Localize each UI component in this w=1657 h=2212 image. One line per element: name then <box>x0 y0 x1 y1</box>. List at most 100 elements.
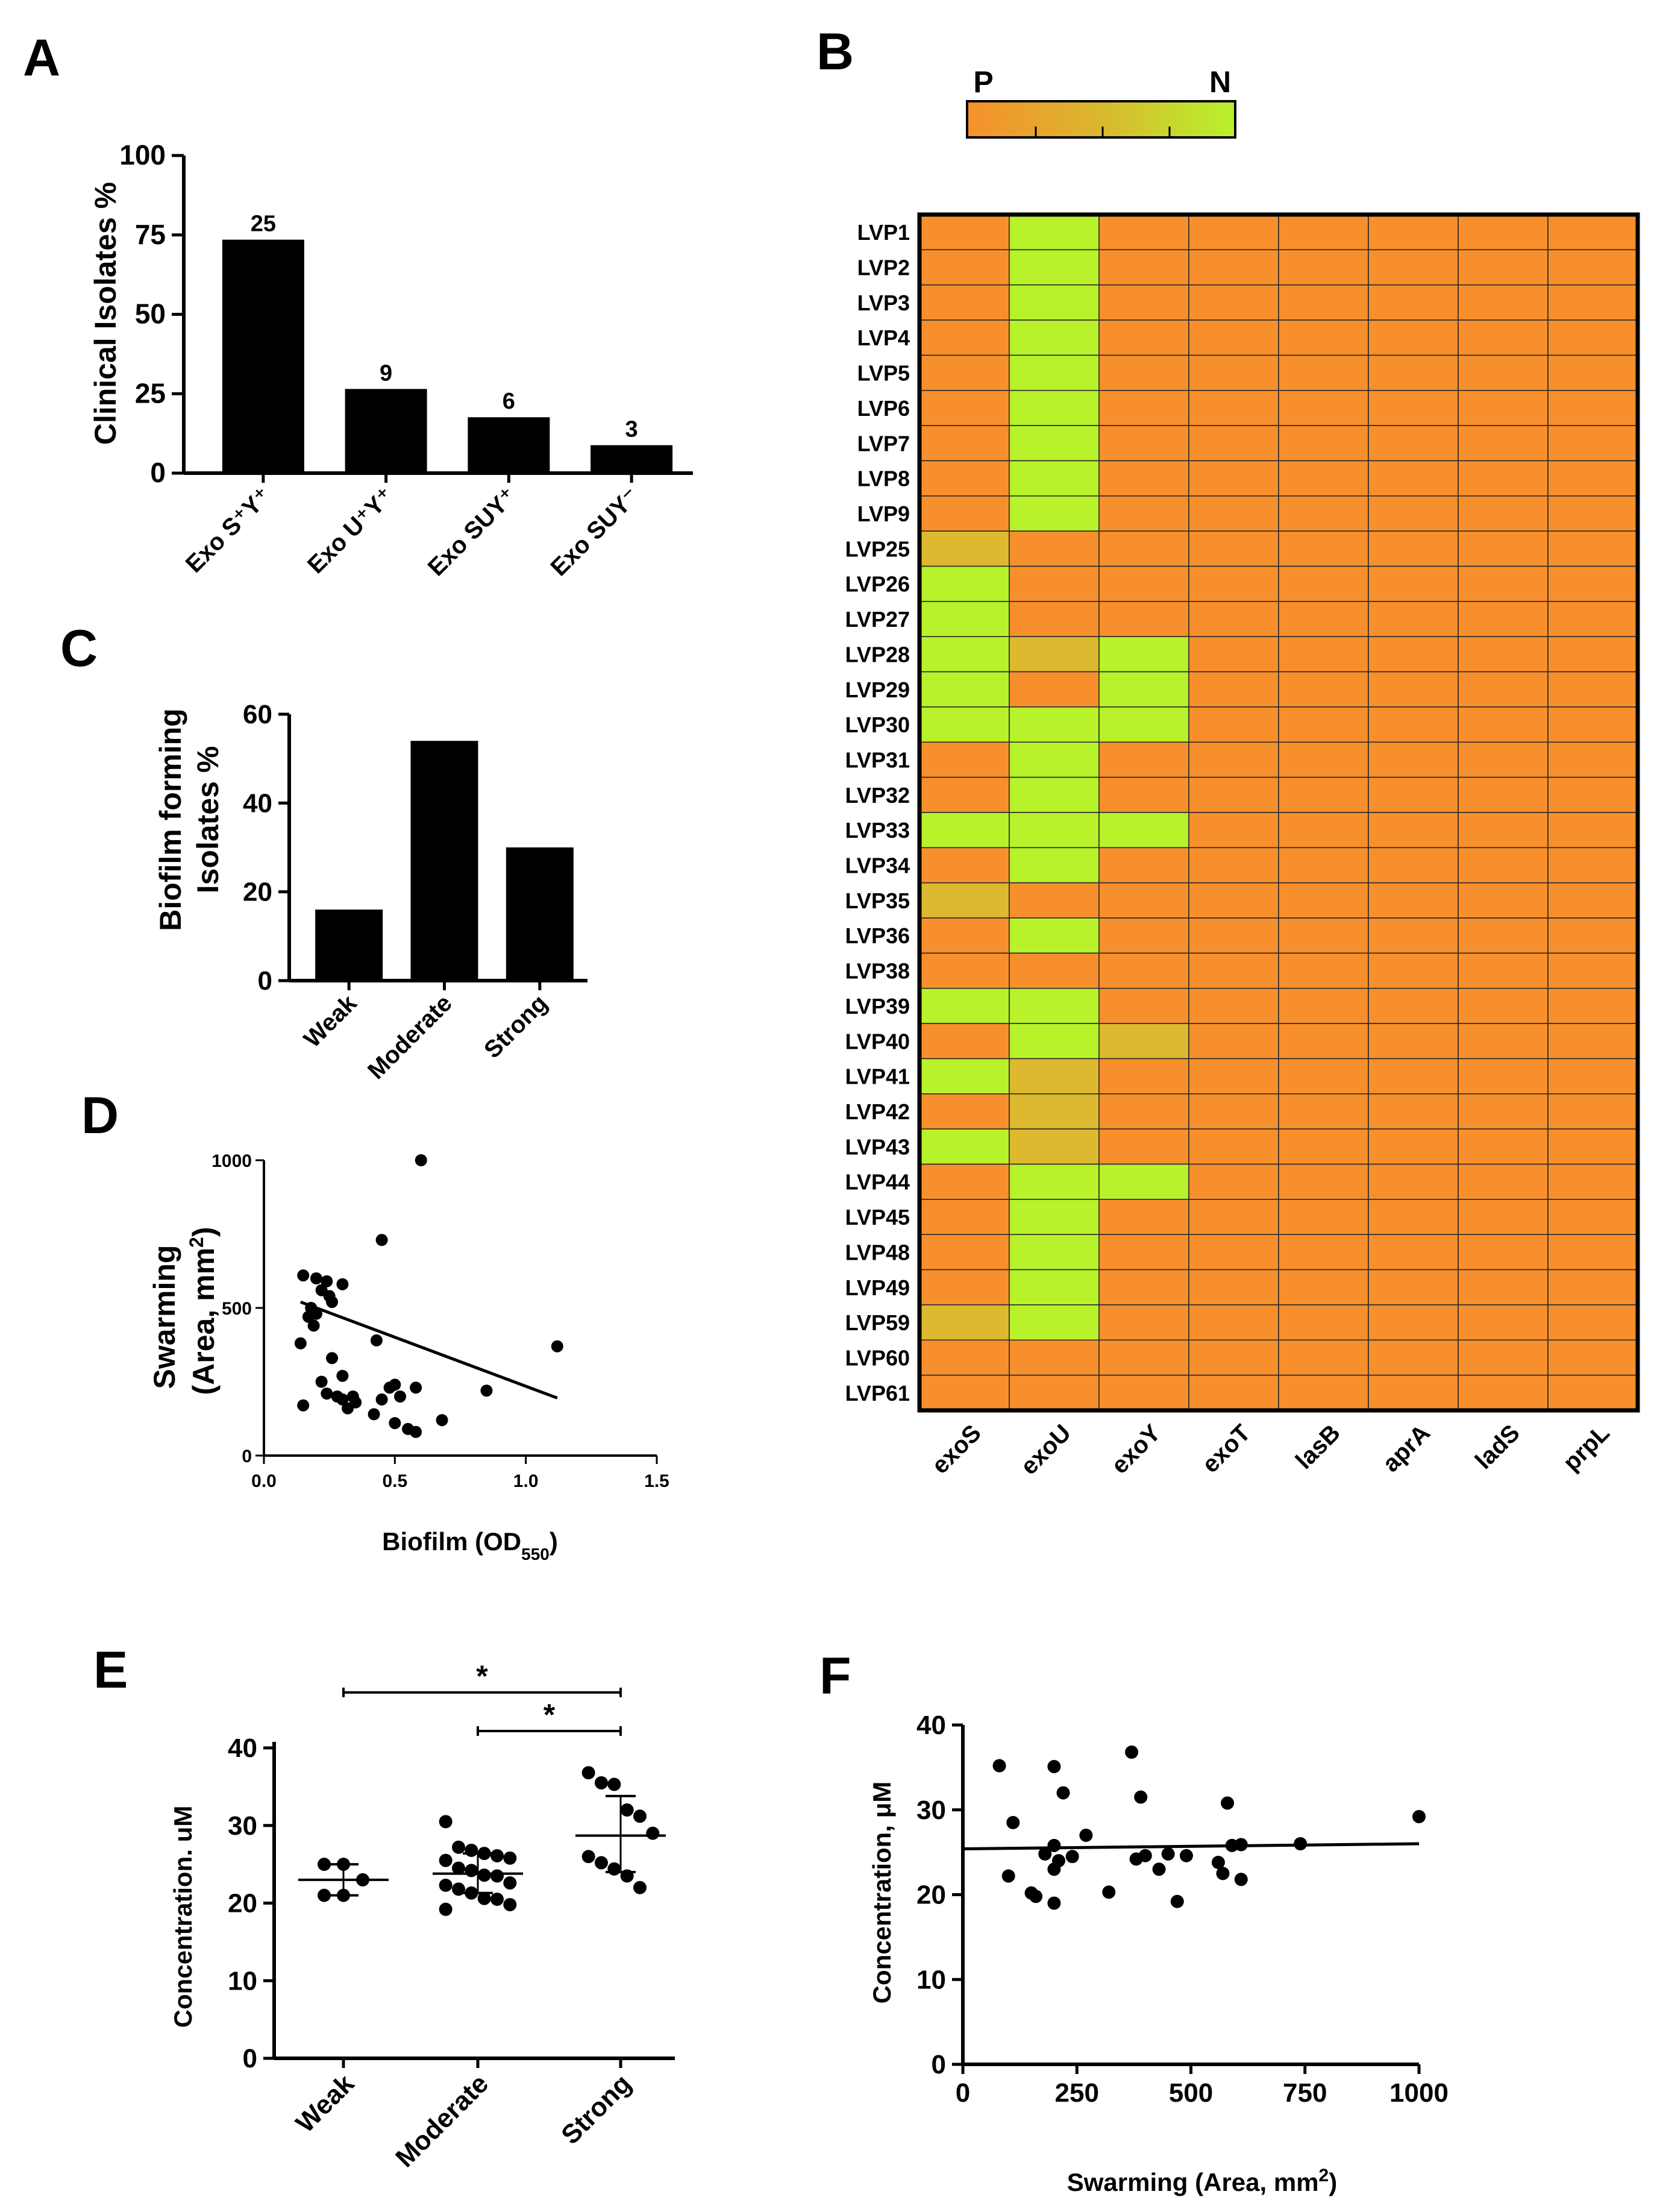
panel-a-bars: 25 9 6 3 <box>222 212 673 473</box>
panel-c-x-tick-label: Weak <box>299 990 362 1053</box>
panel-e-point <box>503 1898 517 1912</box>
heatmap-cell <box>1278 1163 1369 1200</box>
heatmap-column-label: aprA <box>1377 1419 1435 1477</box>
panel-f-point <box>992 1759 1006 1773</box>
heatmap-cell <box>1009 882 1100 919</box>
heatmap-cell <box>1547 1163 1638 1200</box>
heatmap-cell <box>1368 1128 1459 1165</box>
heatmap-cell <box>1098 284 1189 321</box>
heatmap-cell <box>1098 565 1189 602</box>
panel-f-point <box>1234 1873 1248 1887</box>
panel-e-y-axis-title: Concentration. uM <box>169 1806 197 2028</box>
heatmap-cell <box>1278 319 1369 356</box>
heatmap-cell <box>1009 354 1100 391</box>
heatmap-cell <box>1278 460 1369 497</box>
heatmap-cell <box>1098 776 1189 813</box>
panel-f-point <box>1161 1847 1175 1861</box>
panel-d-point <box>342 1402 354 1415</box>
panel-d-point <box>375 1234 388 1246</box>
heatmap-cell <box>919 601 1010 638</box>
heatmap-cell <box>1188 1304 1279 1341</box>
heatmap-cell <box>1547 776 1638 813</box>
panel-e-point <box>490 1849 504 1862</box>
heatmap-cell <box>1098 1023 1189 1060</box>
heatmap-cell <box>1098 1269 1189 1306</box>
heatmap-cell <box>1458 706 1549 743</box>
heatmap-cell <box>1098 847 1189 884</box>
panel-e-dot-plot: Concentration. uM 0 10 20 30 40 Weak Moderate S… <box>169 1659 675 2173</box>
heatmap-cell <box>919 847 1010 884</box>
heatmap-cell <box>1458 1269 1549 1306</box>
heatmap-row-label: LVP25 <box>845 536 910 561</box>
heatmap-cell <box>1547 1269 1638 1306</box>
heatmap-row-label: LVP49 <box>845 1275 910 1300</box>
panel-c-x-tick-label: Strong <box>479 990 553 1063</box>
panel-f-point <box>1129 1852 1143 1866</box>
panel-f-point <box>1412 1810 1426 1824</box>
heatmap-cell <box>1458 1234 1549 1271</box>
heatmap-cell <box>1278 1234 1369 1271</box>
panel-e-x-tick-label: Weak <box>290 2069 360 2138</box>
heatmap-cell <box>1368 917 1459 954</box>
panel-c-bar <box>506 847 574 981</box>
heatmap-cell <box>1368 1304 1459 1341</box>
panel-c-y-axis-title-line2: Isolates % <box>191 746 225 894</box>
heatmap-cell <box>1458 214 1549 251</box>
heatmap-cell <box>1098 460 1189 497</box>
heatmap-cell <box>1009 389 1100 426</box>
heatmap-cell <box>919 565 1010 602</box>
heatmap-cell <box>1458 1339 1549 1376</box>
panel-d-point <box>297 1269 310 1282</box>
heatmap-cell <box>919 917 1010 954</box>
heatmap-cell <box>1547 1304 1638 1341</box>
heatmap-cell <box>919 1304 1010 1341</box>
heatmap-cell <box>1368 1058 1459 1095</box>
heatmap-cell <box>919 1163 1010 1200</box>
heatmap-row-label: LVP5 <box>857 361 910 386</box>
panel-f-point <box>1216 1867 1230 1881</box>
heatmap-cell <box>1098 741 1189 778</box>
heatmap-column-label: ladS <box>1470 1419 1525 1474</box>
heatmap-cell <box>1278 249 1369 286</box>
panel-d-trendline <box>299 1300 558 1400</box>
heatmap-cell <box>1009 425 1100 462</box>
heatmap-row-label: LVP3 <box>857 291 910 315</box>
panel-d-point <box>410 1381 422 1394</box>
heatmap-cell <box>1458 319 1549 356</box>
heatmap-cell <box>1278 776 1369 813</box>
panel-d-x-tick-label: 0.5 <box>382 1471 407 1491</box>
heatmap-cell <box>1458 249 1549 286</box>
heatmap-cell <box>1009 952 1100 989</box>
panel-d-point <box>389 1417 401 1430</box>
heatmap-cell <box>1009 1023 1100 1060</box>
heatmap-row-label: LVP41 <box>845 1064 910 1089</box>
panel-f-point <box>1170 1894 1184 1908</box>
panel-d-y-tick-label: 1000 <box>211 1151 252 1171</box>
heatmap-column-label: exoT <box>1197 1419 1256 1478</box>
panel-f-point <box>1056 1786 1070 1800</box>
heatmap-cell <box>1368 1093 1459 1130</box>
panel-d-point <box>389 1378 401 1391</box>
heatmap-cell <box>1458 530 1549 567</box>
heatmap-cell <box>1188 706 1279 743</box>
panel-d-y-tick-label: 500 <box>222 1299 252 1319</box>
heatmap-cell <box>1458 987 1549 1024</box>
heatmap-cell <box>919 987 1010 1024</box>
heatmap-cell <box>1458 1163 1549 1200</box>
heatmap-cell <box>1188 1269 1279 1306</box>
panel-d-point <box>321 1387 333 1400</box>
heatmap-cell <box>919 460 1010 497</box>
heatmap-cell <box>1547 565 1638 602</box>
heatmap-row-label: LVP1 <box>857 220 910 245</box>
heatmap-cell <box>1188 952 1279 989</box>
heatmap-cell <box>1188 460 1279 497</box>
panel-c-y-tick-label: 0 <box>258 966 272 996</box>
heatmap-cell <box>1009 1093 1100 1130</box>
heatmap-cell <box>1278 952 1369 989</box>
heatmap-cell <box>1009 1304 1100 1341</box>
heatmap-cell <box>1547 601 1638 638</box>
heatmap-cell <box>1188 1374 1279 1411</box>
heatmap-cell <box>1547 495 1638 532</box>
panel-letter-f: F <box>819 1647 851 1705</box>
heatmap-cell <box>1188 284 1279 321</box>
